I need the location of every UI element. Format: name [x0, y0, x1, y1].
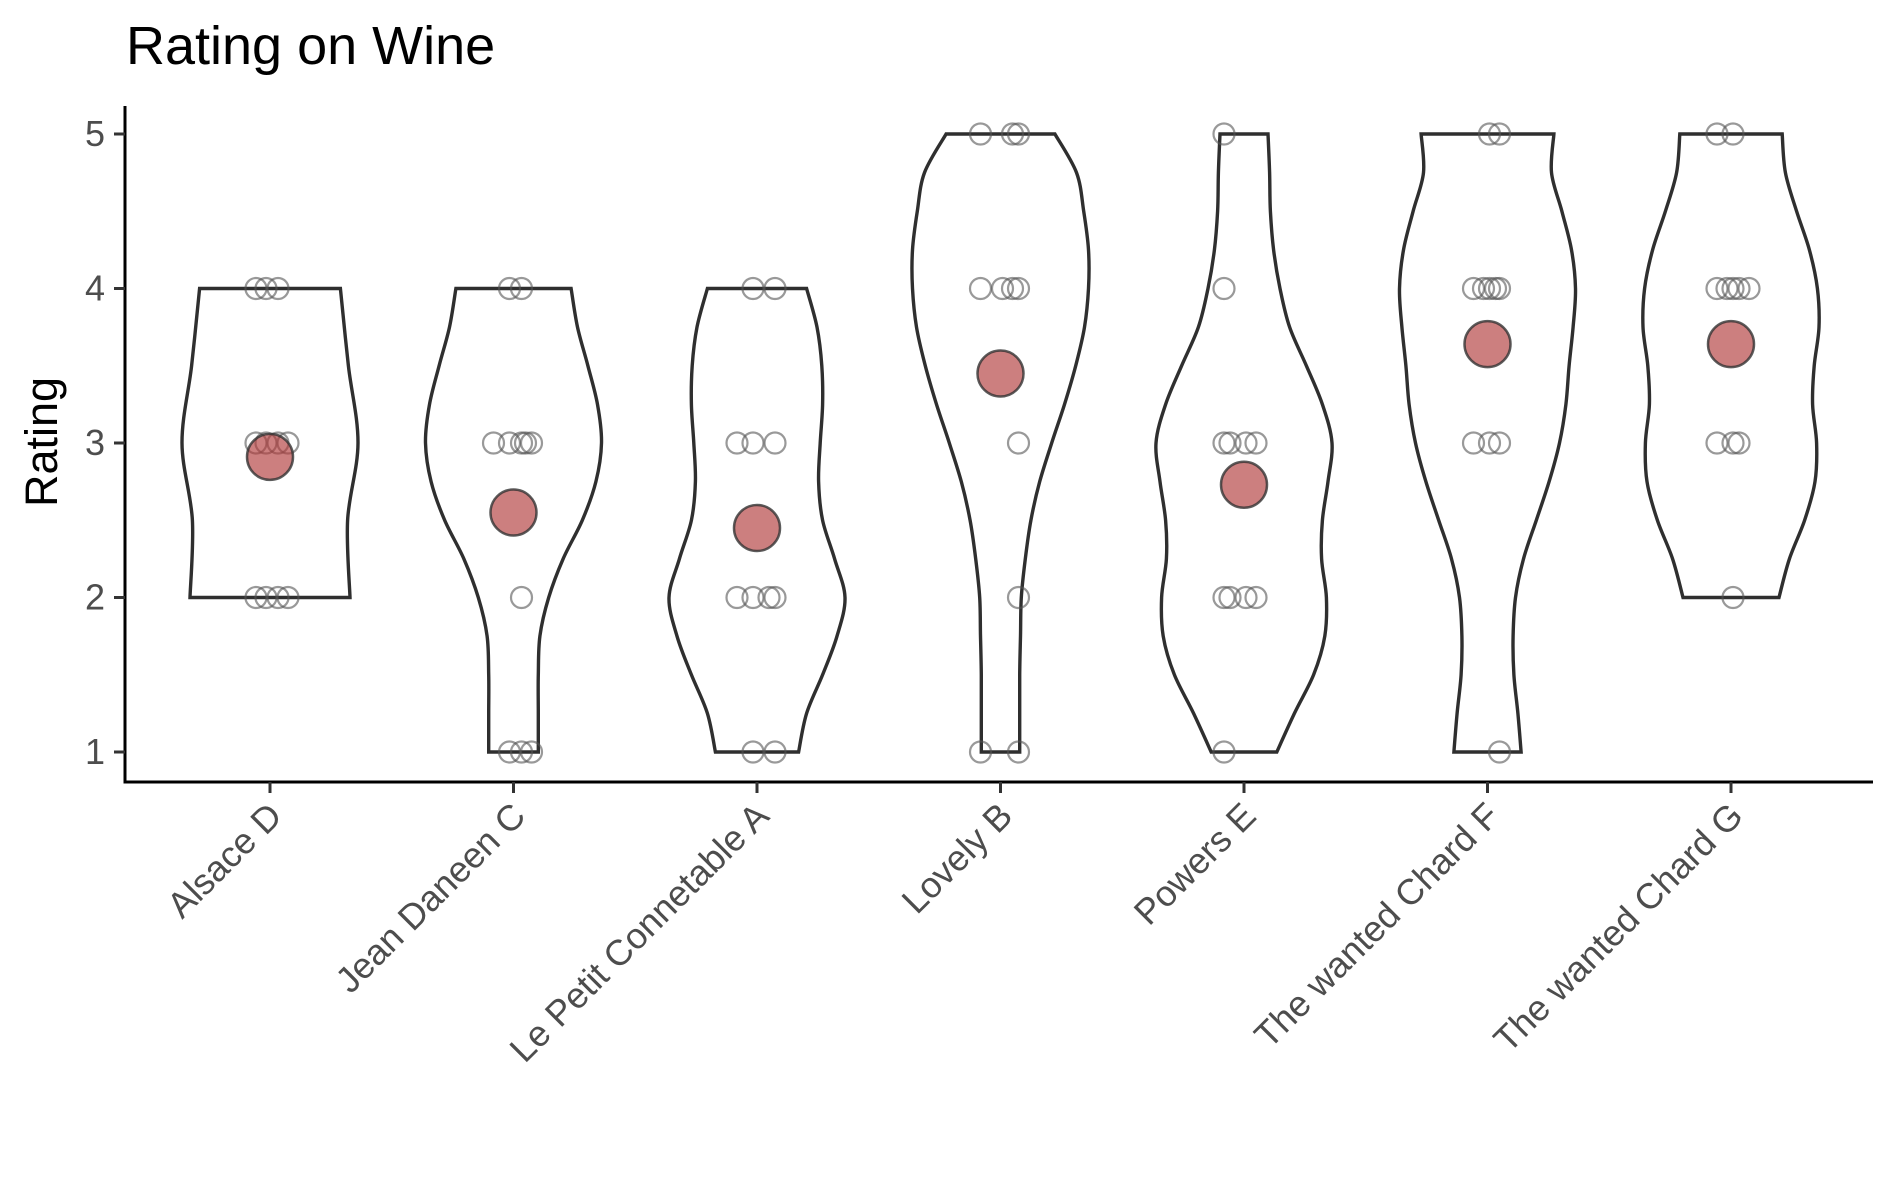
rating-point	[1212, 276, 1236, 301]
y-tick-label: 4	[85, 268, 105, 309]
rating-point	[1006, 585, 1031, 610]
rating-point	[1244, 585, 1268, 610]
mean-marker-5	[1463, 319, 1512, 369]
points-layer	[244, 122, 1761, 764]
chart-title: Rating on Wine	[126, 16, 495, 76]
rating-point	[1705, 122, 1729, 146]
mean-marker-2	[732, 503, 782, 553]
violin-5	[1397, 132, 1578, 754]
rating-point	[1487, 740, 1512, 764]
rating-point	[1212, 740, 1236, 764]
rating-point	[763, 431, 787, 455]
x-tick-label: Alsace D	[159, 795, 290, 926]
rating-point	[519, 431, 544, 455]
x-tick-label: Lovely B	[894, 795, 1021, 922]
rating-point	[1000, 122, 1025, 146]
rating-point	[1234, 431, 1258, 455]
rating-point	[1477, 276, 1502, 301]
x-tick-label: The wanted Chard F	[1246, 795, 1507, 1056]
rating-point	[1234, 585, 1258, 610]
rating-point	[1721, 585, 1745, 610]
rating-point	[1477, 431, 1502, 455]
rating-point	[1006, 276, 1031, 301]
rating-point	[990, 276, 1015, 301]
rating-point	[1218, 585, 1242, 610]
rating-point	[763, 276, 787, 301]
rating-point	[276, 585, 300, 610]
rating-point	[509, 585, 534, 610]
rating-point	[1244, 431, 1268, 455]
rating-point	[519, 740, 544, 764]
means-layer	[245, 319, 1756, 553]
rating-point	[1006, 740, 1031, 764]
rating-point	[1721, 431, 1745, 455]
y-axis-label: Rating	[16, 377, 67, 507]
rating-point	[1461, 431, 1486, 455]
rating-point	[1212, 122, 1236, 146]
rating-point	[509, 740, 534, 764]
rating-point	[1483, 276, 1508, 301]
x-tick-label: Jean Daneen C	[327, 795, 533, 1001]
mean-marker-4	[1219, 460, 1269, 509]
rating-point	[1006, 431, 1031, 455]
violin-4	[1154, 132, 1334, 754]
violins-layer	[180, 132, 1821, 754]
x-tick-label: Le Petit Connetable A	[501, 795, 776, 1070]
rating-point	[725, 585, 749, 610]
rating-point	[1487, 431, 1512, 455]
y-axis-ticks: 1 2 3 4 5	[85, 113, 125, 772]
rating-point	[763, 585, 787, 610]
rating-point	[509, 276, 534, 301]
mean-marker-1	[489, 488, 538, 537]
rating-point	[1737, 276, 1761, 301]
rating-point	[1006, 122, 1031, 146]
rating-point	[757, 585, 781, 610]
rating-point	[1721, 122, 1745, 146]
rating-point	[968, 122, 993, 146]
rating-point	[1727, 276, 1751, 301]
rating-point	[513, 431, 538, 455]
rating-point	[725, 431, 749, 455]
x-tick-label: The wanted Chard G	[1485, 795, 1750, 1060]
x-axis-ticks: Alsace D Jean Daneen CLe Petit Connetable…	[159, 782, 1751, 1070]
rating-point	[1727, 431, 1751, 455]
rating-point	[1487, 122, 1512, 146]
mean-marker-3	[976, 349, 1025, 398]
rating-point	[1477, 122, 1502, 146]
x-tick-label: Powers E	[1126, 795, 1264, 933]
mean-marker-6	[1706, 319, 1756, 369]
rating-point	[254, 276, 278, 301]
rating-point	[763, 740, 787, 764]
y-tick-label: 5	[85, 113, 105, 154]
rating-point	[1721, 276, 1745, 301]
y-tick-label: 1	[85, 731, 105, 772]
rating-point	[266, 276, 290, 301]
rating-point	[1000, 276, 1025, 301]
y-tick-label: 3	[85, 422, 105, 463]
rating-point	[1471, 276, 1496, 301]
violin-3	[910, 132, 1091, 754]
rating-point	[497, 276, 522, 301]
rating-point	[1218, 431, 1242, 455]
mean-marker-0	[245, 432, 295, 482]
rating-point	[481, 431, 506, 455]
rating-point	[266, 585, 290, 610]
rating-point	[968, 740, 993, 764]
y-tick-label: 2	[85, 577, 105, 618]
